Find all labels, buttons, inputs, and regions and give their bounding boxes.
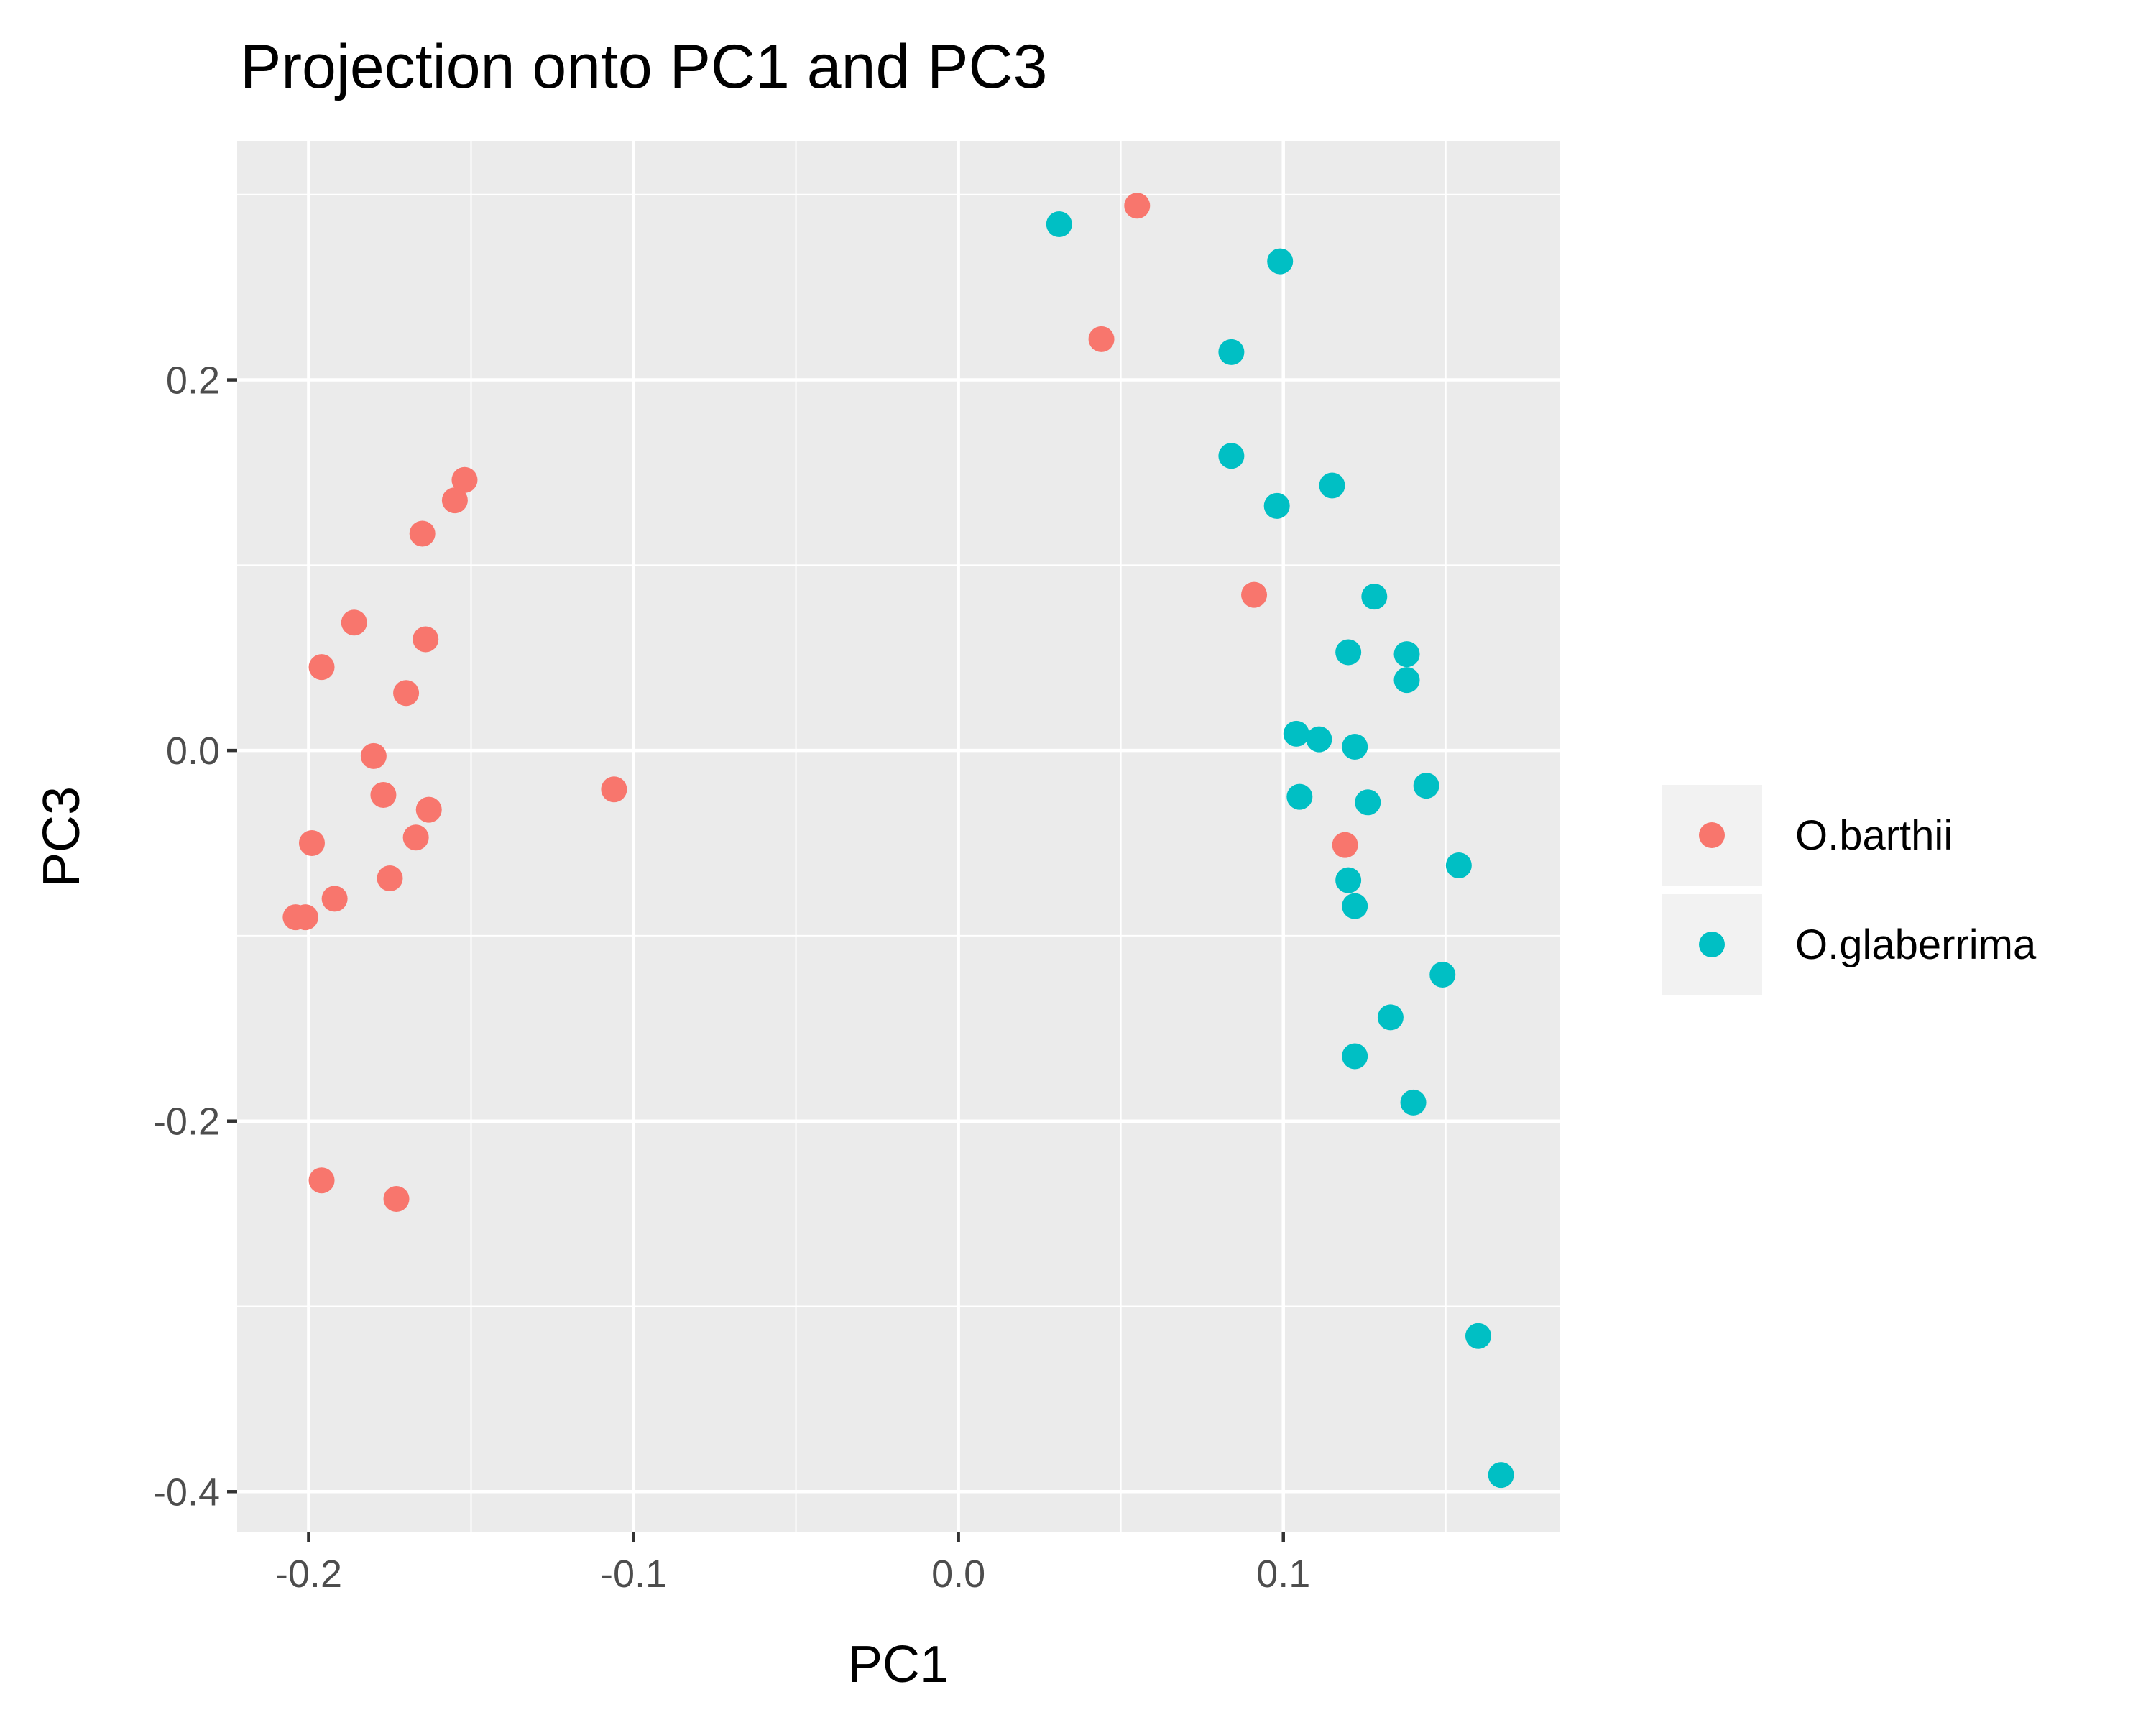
data-point	[321, 886, 348, 912]
x-axis-ticks: -0.2 -0.1 0.0 0.1	[275, 1532, 1310, 1596]
data-point	[370, 781, 397, 808]
data-point	[413, 626, 439, 653]
legend-label: O.glaberrima	[1795, 921, 2037, 968]
data-point	[1046, 211, 1072, 238]
data-point	[377, 865, 403, 892]
data-point	[1218, 339, 1245, 365]
data-points	[282, 193, 1514, 1489]
x-tick-label: -0.1	[600, 1552, 667, 1596]
data-point	[1342, 1043, 1368, 1070]
data-point	[1342, 733, 1368, 760]
data-point	[1445, 852, 1472, 878]
data-point	[402, 824, 429, 851]
x-tick-label: -0.2	[275, 1552, 342, 1596]
data-point	[292, 904, 318, 931]
data-point	[1342, 893, 1368, 919]
data-point	[1306, 726, 1332, 753]
y-tick-label: -0.4	[153, 1471, 220, 1514]
data-point	[1361, 584, 1388, 610]
legend: O.barthii O.glaberrima	[1662, 785, 2037, 995]
data-point	[415, 796, 442, 823]
data-point	[1400, 1089, 1427, 1116]
minor-gridlines	[237, 141, 1560, 1532]
legend-label: O.barthii	[1795, 812, 1953, 859]
data-point	[1332, 832, 1358, 858]
plot-panel	[237, 141, 1560, 1532]
series-glaberrima	[1046, 211, 1514, 1489]
data-point	[1088, 326, 1115, 352]
data-point	[298, 830, 325, 857]
data-point	[360, 742, 387, 769]
data-point	[1263, 492, 1290, 519]
series-barthii	[282, 193, 1358, 1212]
data-point	[451, 466, 478, 493]
y-axis-title: PC3	[33, 786, 91, 887]
data-point	[1377, 1004, 1404, 1031]
chart-title: Projection onto PC1 and PC3	[240, 32, 1047, 101]
major-gridlines	[237, 141, 1560, 1532]
x-tick-label: 0.1	[1256, 1552, 1310, 1596]
data-point	[308, 654, 335, 681]
y-axis-ticks: 0.2 0.0 -0.2 -0.4	[153, 359, 237, 1514]
data-point	[1335, 639, 1362, 666]
y-tick-label: 0.2	[166, 359, 220, 402]
data-point	[341, 610, 367, 636]
data-point	[409, 520, 436, 547]
data-point	[393, 680, 420, 707]
data-point	[1488, 1462, 1514, 1489]
data-point	[1286, 783, 1313, 810]
data-point	[1465, 1322, 1491, 1349]
legend-key-symbol	[1699, 822, 1725, 848]
data-point	[1319, 472, 1345, 499]
data-point	[1393, 667, 1420, 694]
y-tick-label: 0.0	[166, 730, 220, 773]
data-point	[308, 1167, 335, 1194]
data-point	[1283, 720, 1309, 747]
x-tick-label: 0.0	[931, 1552, 985, 1596]
data-point	[1393, 641, 1420, 668]
y-tick-label: -0.2	[153, 1100, 220, 1144]
data-point	[1413, 773, 1439, 799]
data-point	[1241, 581, 1268, 608]
x-axis-title: PC1	[848, 1636, 949, 1693]
data-point	[601, 776, 627, 803]
data-point	[1267, 248, 1294, 275]
data-point	[1124, 193, 1151, 219]
data-point	[383, 1185, 410, 1212]
data-point	[1335, 867, 1362, 893]
legend-key-symbol	[1699, 932, 1725, 957]
data-point	[441, 487, 468, 514]
data-point	[1218, 443, 1245, 469]
data-point	[1355, 789, 1381, 816]
data-point	[1429, 962, 1456, 988]
